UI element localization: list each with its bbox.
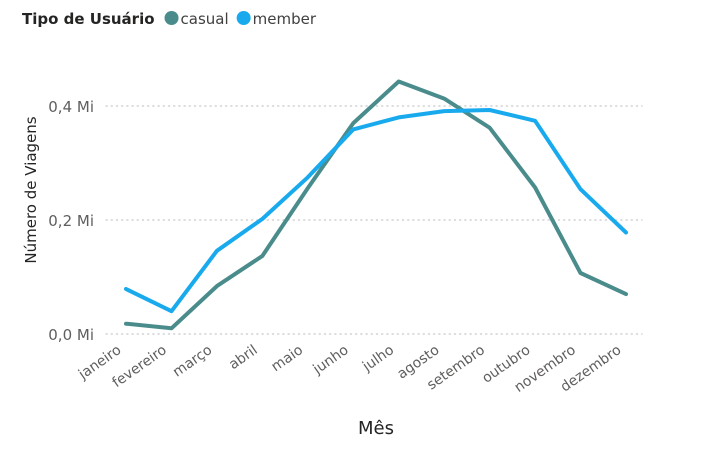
legend[interactable]: Tipo de Usuário casual member <box>22 10 317 28</box>
x-tick-label: julho <box>359 342 397 375</box>
x-tick-label: junho <box>310 342 352 378</box>
series-line-casual[interactable] <box>124 79 628 331</box>
legend-title: Tipo de Usuário <box>22 10 155 28</box>
x-axis-title: Mês <box>358 418 394 439</box>
y-axis-title: Número de Viagens <box>22 116 40 263</box>
y-tick-label: 0,2 Mi <box>48 212 94 230</box>
legend-label-member: member <box>253 10 317 28</box>
legend-item-member[interactable]: member <box>236 10 317 28</box>
legend-marker-casual <box>164 11 179 25</box>
y-tick-label: 0,0 Mi <box>48 326 94 344</box>
x-tick-label: maio <box>269 342 307 375</box>
x-tick-label: março <box>170 342 215 380</box>
legend-label-casual: casual <box>181 10 229 28</box>
y-tick-label: 0,4 Mi <box>48 98 94 116</box>
legend-item-casual[interactable]: casual <box>164 10 229 28</box>
series-line-member[interactable] <box>124 108 628 314</box>
legend-marker-member <box>236 11 251 25</box>
x-tick-label: abril <box>226 342 261 373</box>
